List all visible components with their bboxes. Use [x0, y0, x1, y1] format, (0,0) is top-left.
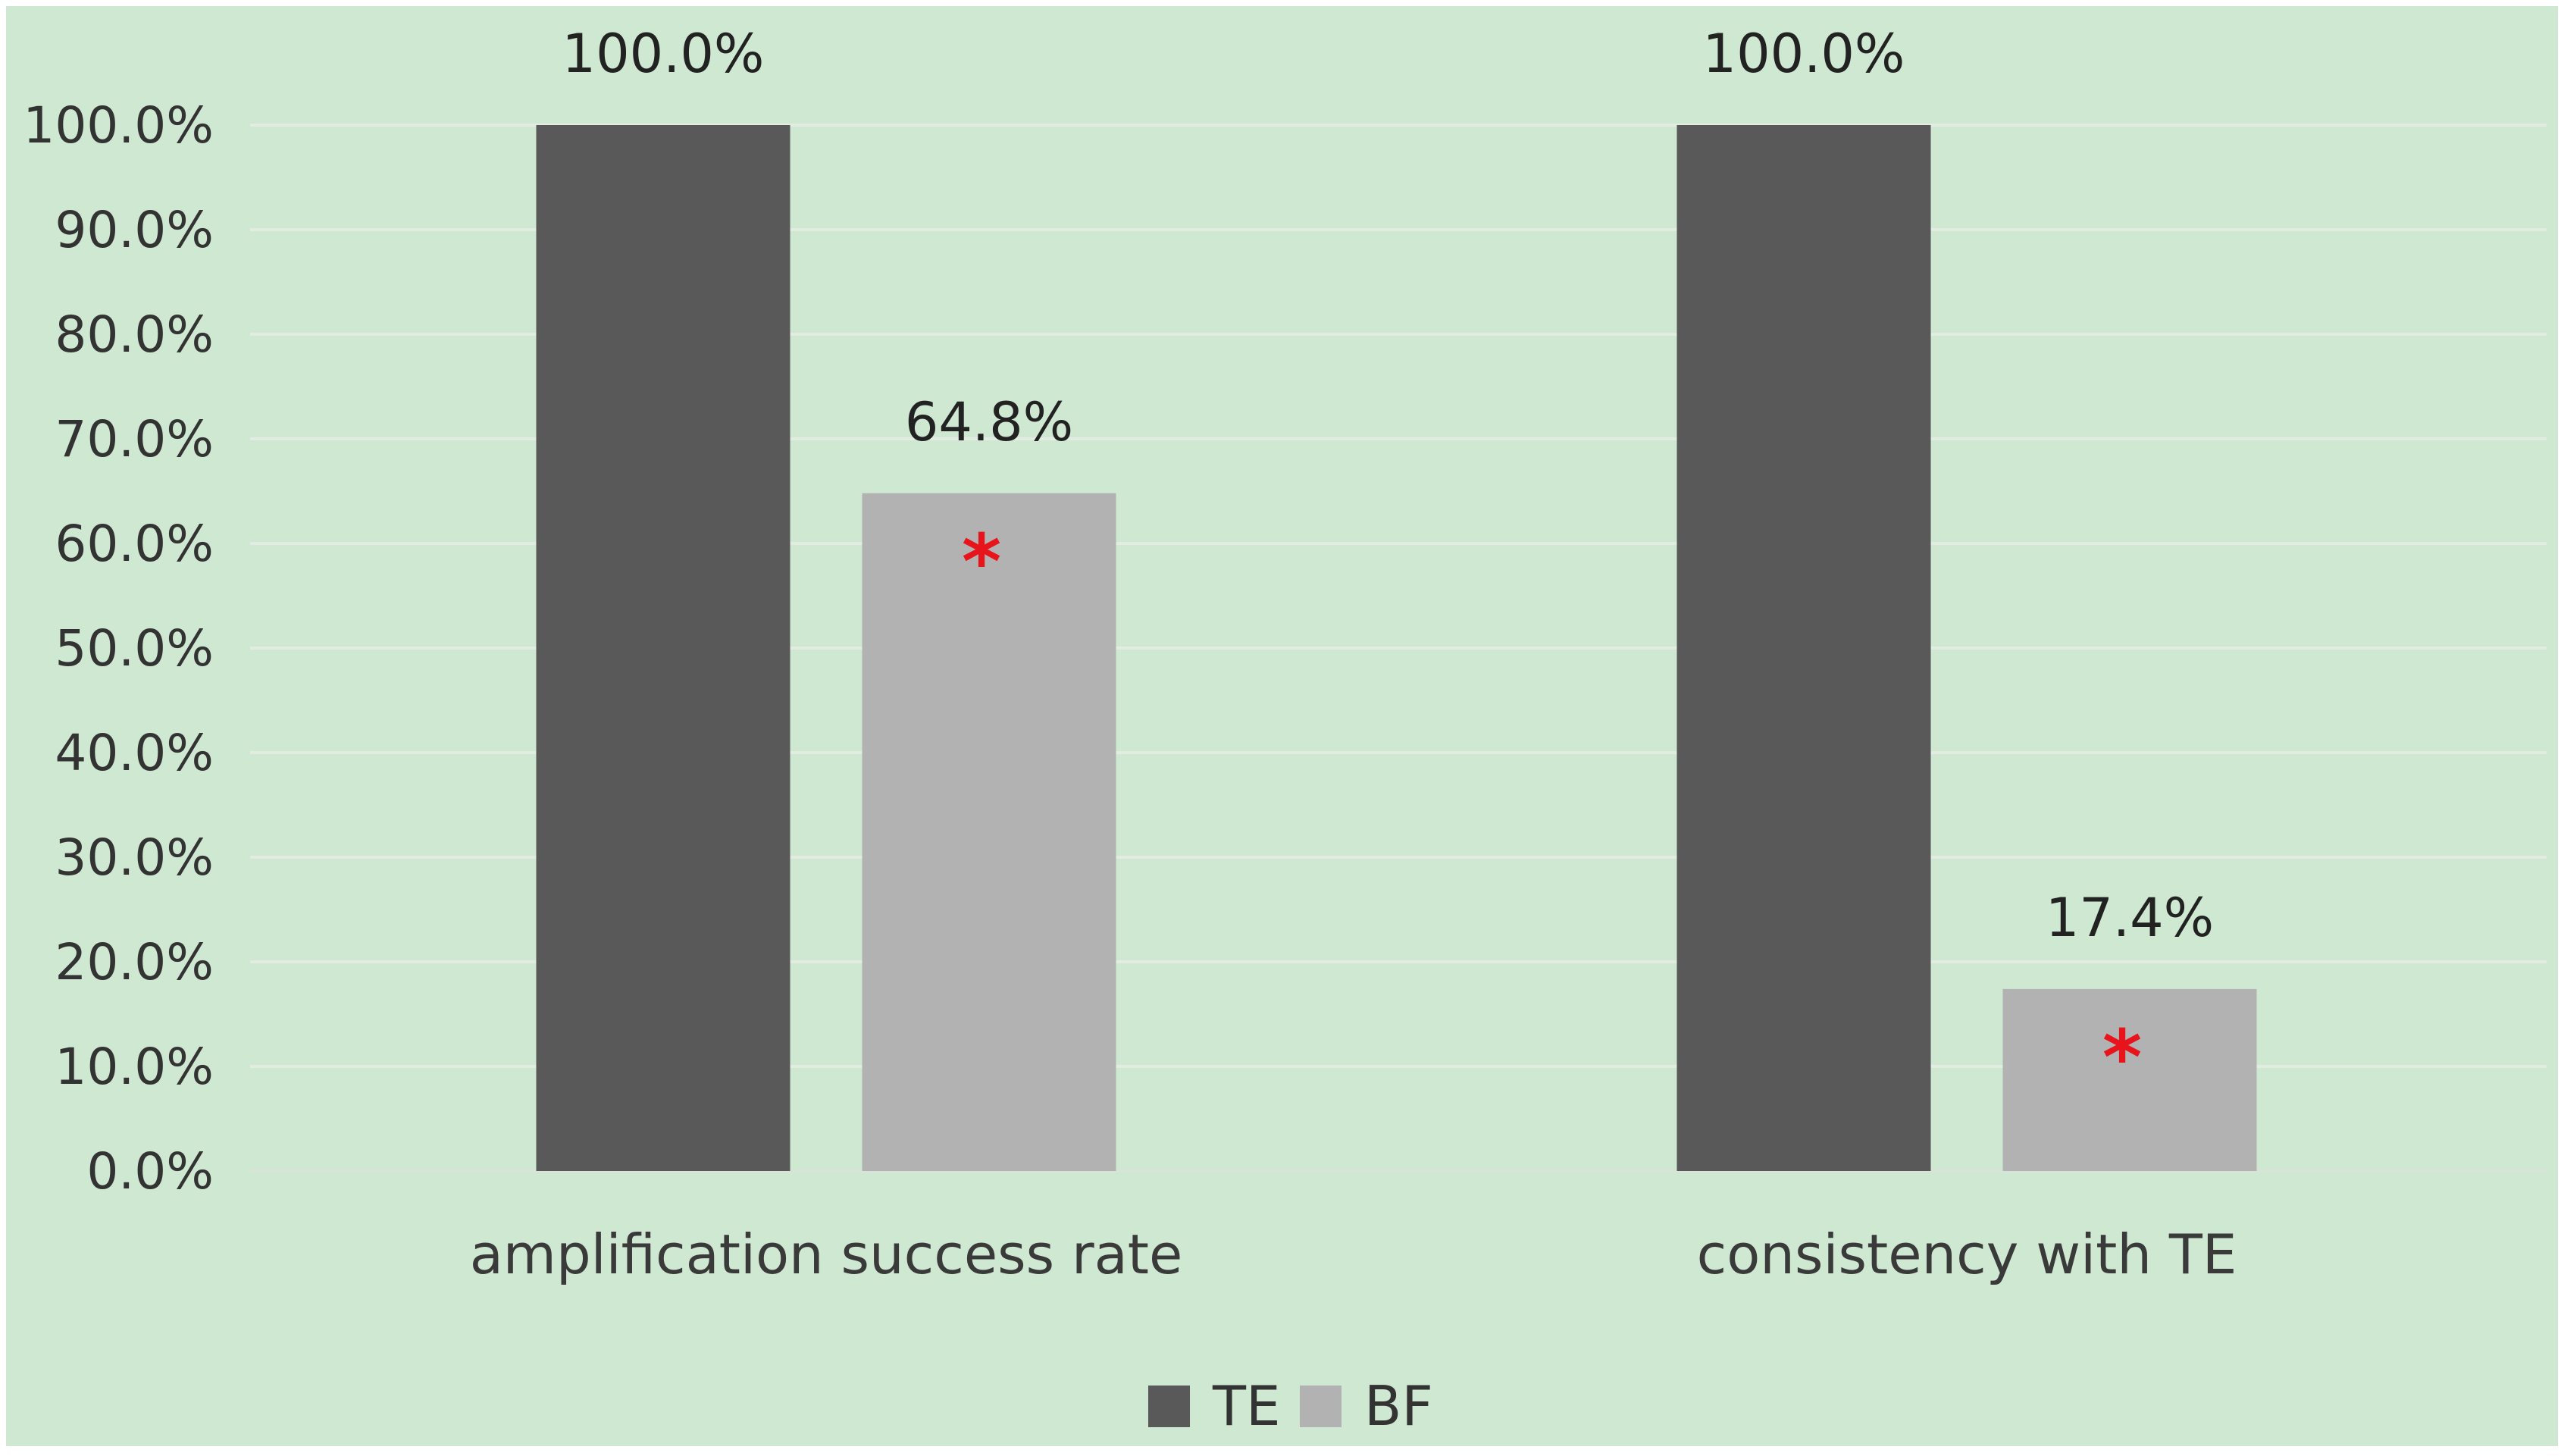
significance-asterisk: *: [962, 518, 1001, 606]
y-tick-label: 50.0%: [55, 619, 214, 678]
y-tick-label: 0.0%: [86, 1142, 214, 1201]
significance-asterisk: *: [2102, 1013, 2142, 1102]
y-tick-label: 100.0%: [23, 96, 214, 155]
legend-swatch-bf: [1300, 1386, 1341, 1427]
legend-label: BF: [1364, 1374, 1433, 1438]
y-tick-label: 80.0%: [55, 305, 214, 364]
x-category-label: amplification success rate: [470, 1223, 1183, 1286]
y-tick-label: 10.0%: [55, 1038, 214, 1096]
y-tick-label: 90.0%: [55, 201, 214, 259]
bar-bf: [862, 493, 1116, 1171]
y-tick-label: 60.0%: [55, 515, 214, 573]
x-category-label: consistency with TE: [1697, 1223, 2237, 1286]
data-label: 64.8%: [905, 391, 1073, 453]
data-label: 100.0%: [562, 23, 765, 85]
bar-te: [536, 125, 790, 1171]
chart-background: [6, 6, 2558, 1446]
data-label: 100.0%: [1703, 23, 1905, 85]
x-axis-categories: amplification success rate consistency wi…: [470, 1223, 2237, 1286]
data-labels: 100.0% 100.0% 64.8% 17.4% * *: [562, 23, 2215, 1102]
y-axis-ticks: 0.0% 10.0% 20.0% 30.0% 40.0% 50.0% 60.0% 70.0% 8…: [23, 96, 214, 1201]
legend-swatch-te: [1148, 1386, 1190, 1427]
legend-label: TE: [1212, 1374, 1280, 1438]
data-label: 17.4%: [2046, 887, 2214, 949]
legend: TE BF: [1148, 1374, 1433, 1438]
y-tick-label: 30.0%: [55, 828, 214, 887]
y-tick-label: 40.0%: [55, 724, 214, 782]
bar-te: [1676, 125, 1931, 1171]
bars: [536, 125, 2257, 1171]
y-tick-label: 70.0%: [55, 410, 214, 468]
bar-bf: [2002, 988, 2257, 1171]
y-tick-label: 20.0%: [55, 933, 214, 991]
